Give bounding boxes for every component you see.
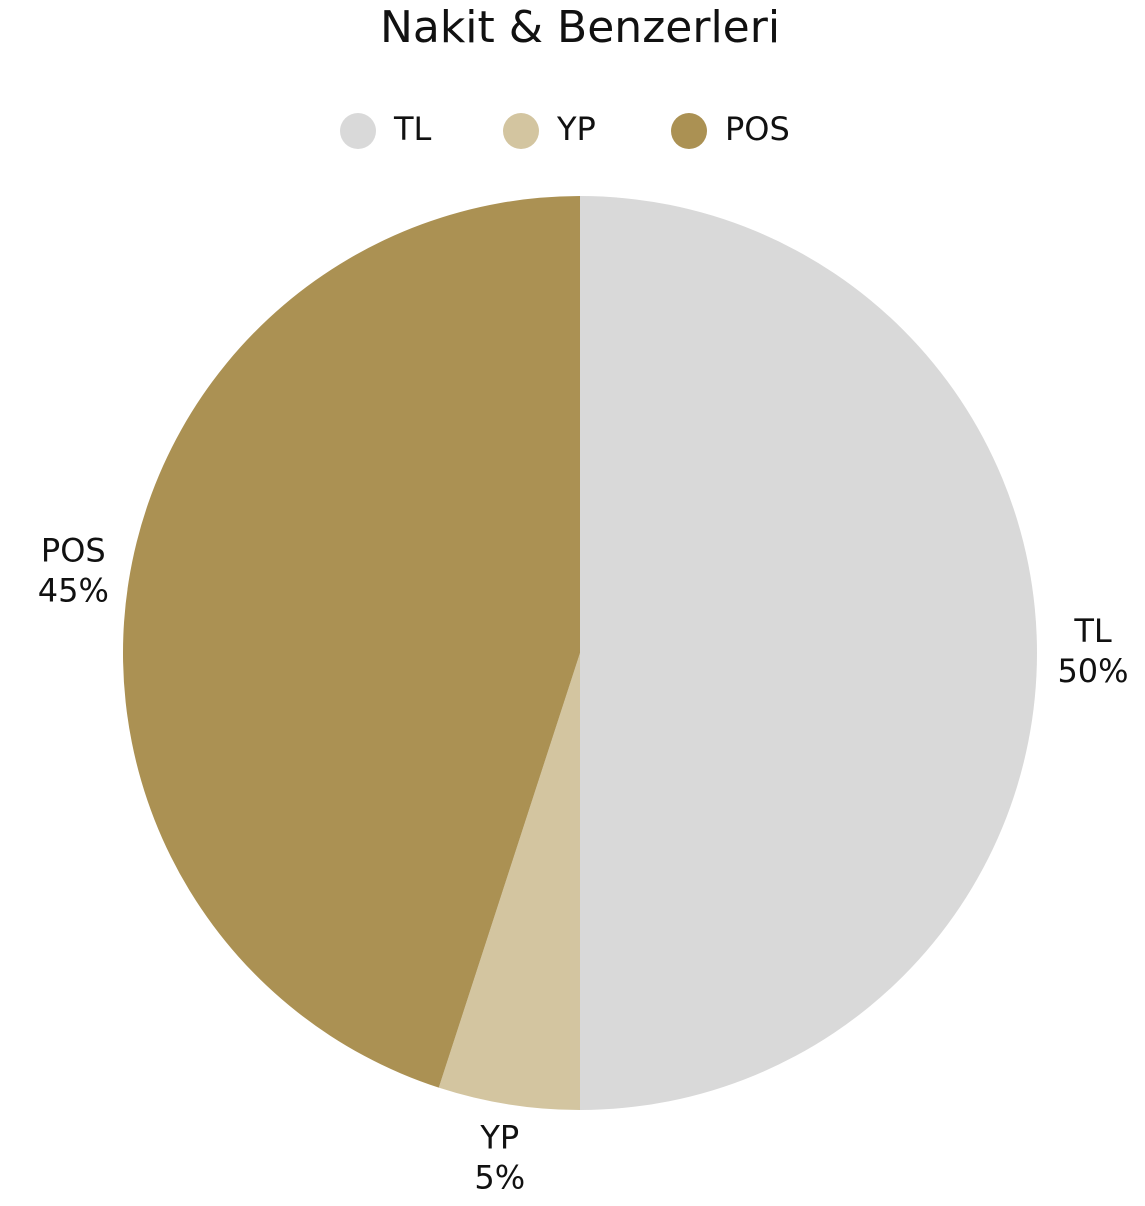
legend-swatch <box>671 113 707 149</box>
pie-slice <box>123 196 580 1088</box>
slice-value-label: 50% <box>1057 652 1128 690</box>
legend-label: TL <box>393 110 432 148</box>
chart-title: Nakit & Benzerleri <box>380 2 780 53</box>
legend-label: POS <box>725 110 790 148</box>
slice-value-label: 5% <box>474 1159 525 1197</box>
legend-swatch <box>340 113 376 149</box>
pie-slice <box>580 196 1037 1110</box>
legend-label: YP <box>556 110 596 148</box>
slice-label: YP <box>479 1119 519 1157</box>
slice-label: POS <box>41 532 106 570</box>
slice-label: TL <box>1073 612 1112 650</box>
pie-slice <box>438 653 580 1110</box>
legend-swatch <box>503 113 539 149</box>
slice-value-label: 45% <box>38 572 109 610</box>
